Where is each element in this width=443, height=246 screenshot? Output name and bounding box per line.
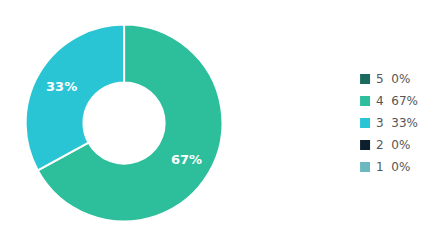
svg-text:33%: 33% [46, 79, 77, 94]
svg-text:4 67%: 4 67% [376, 94, 418, 108]
svg-text:1 0%: 1 0% [376, 160, 410, 174]
svg-text:5 0%: 5 0% [376, 72, 410, 86]
svg-text:2 0%: 2 0% [376, 138, 410, 152]
svg-text:67%: 67% [171, 152, 202, 167]
svg-text:3 33%: 3 33% [376, 116, 418, 130]
